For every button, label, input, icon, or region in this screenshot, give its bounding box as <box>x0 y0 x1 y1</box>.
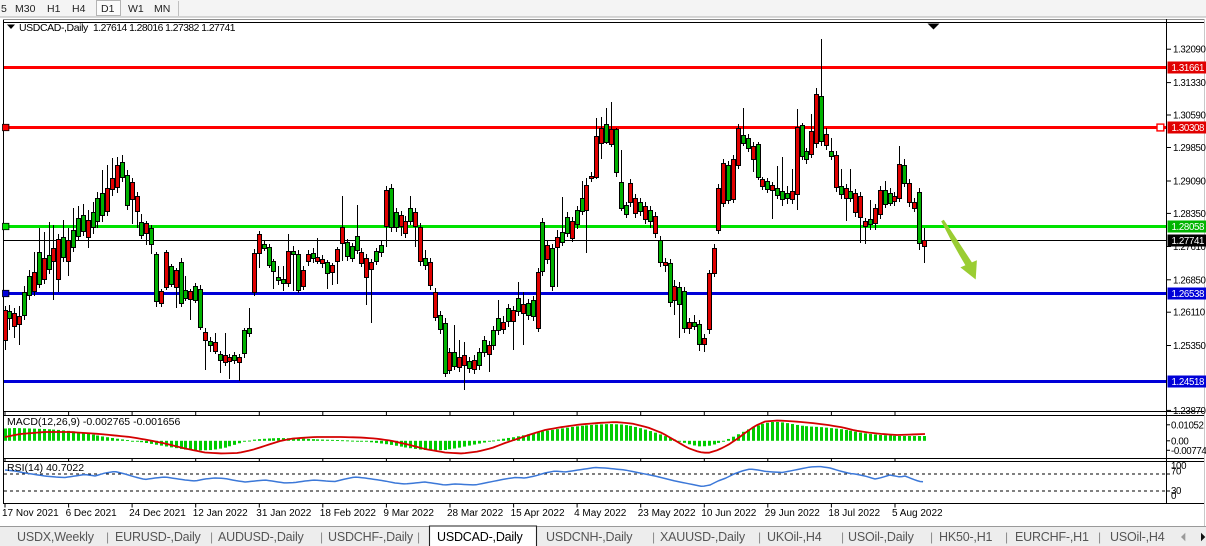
svg-text:H1: H1 <box>47 3 61 15</box>
svg-text:24 Dec 2021: 24 Dec 2021 <box>129 508 186 519</box>
svg-text:1.27614 1.28016 1.27382 1.2774: 1.27614 1.28016 1.27382 1.27741 <box>93 23 236 34</box>
svg-text:|: | <box>210 530 213 544</box>
svg-text:1.25350: 1.25350 <box>1173 341 1206 352</box>
svg-text:1.30308: 1.30308 <box>1172 123 1205 134</box>
svg-text:-0.00774: -0.00774 <box>1171 446 1206 457</box>
svg-text:18 Feb 2022: 18 Feb 2022 <box>320 508 377 519</box>
svg-text:30: 30 <box>1171 486 1182 497</box>
svg-text:6 Dec 2021: 6 Dec 2021 <box>66 508 118 519</box>
svg-text:|: | <box>106 530 109 544</box>
svg-text:1.26110: 1.26110 <box>1173 308 1206 319</box>
svg-text:1.28058: 1.28058 <box>1172 222 1205 233</box>
svg-text:70: 70 <box>1171 467 1182 478</box>
svg-text:|: | <box>320 530 323 544</box>
svg-text:1.26850: 1.26850 <box>1173 275 1206 286</box>
svg-text:29 Jun 2022: 29 Jun 2022 <box>765 508 820 519</box>
svg-text:USDCNH-,Daily: USDCNH-,Daily <box>546 530 633 544</box>
svg-text:28 Mar 2022: 28 Mar 2022 <box>447 508 504 519</box>
svg-text:|: | <box>417 530 420 544</box>
svg-text:5: 5 <box>1 3 7 15</box>
svg-text:HK50-,H1: HK50-,H1 <box>939 530 993 544</box>
svg-text:1.27610: 1.27610 <box>1173 242 1206 253</box>
svg-text:1.23870: 1.23870 <box>1173 406 1206 417</box>
svg-text:USOil-,H4: USOil-,H4 <box>1110 530 1165 544</box>
svg-text:1.32090: 1.32090 <box>1173 45 1206 56</box>
svg-text:31 Jan 2022: 31 Jan 2022 <box>256 508 311 519</box>
svg-text:17 Nov 2021: 17 Nov 2021 <box>2 508 59 519</box>
svg-text:EURUSD-,Daily: EURUSD-,Daily <box>115 530 202 544</box>
svg-text:0: 0 <box>1171 491 1177 502</box>
svg-text:|: | <box>758 530 761 544</box>
svg-text:1.29090: 1.29090 <box>1173 177 1206 188</box>
svg-text:EURCHF-,H1: EURCHF-,H1 <box>1015 530 1089 544</box>
svg-text:1.31661: 1.31661 <box>1172 63 1205 74</box>
svg-text:W1: W1 <box>128 3 144 15</box>
svg-text:|: | <box>1005 530 1008 544</box>
svg-text:1.29850: 1.29850 <box>1173 143 1206 154</box>
svg-text:MN: MN <box>154 3 170 15</box>
svg-text:RSI(14) 40.7022: RSI(14) 40.7022 <box>7 462 84 474</box>
svg-text:1.28350: 1.28350 <box>1173 209 1206 220</box>
svg-text:H4: H4 <box>72 3 86 15</box>
svg-text:AUDUSD-,Daily: AUDUSD-,Daily <box>218 530 305 544</box>
svg-text:USDCAD-,Daily: USDCAD-,Daily <box>19 22 89 34</box>
svg-text:USOil-,Daily: USOil-,Daily <box>848 530 915 544</box>
svg-text:M30: M30 <box>15 3 36 15</box>
svg-text:|: | <box>930 530 933 544</box>
svg-text:UKOil-,H4: UKOil-,H4 <box>767 530 822 544</box>
svg-text:USDCAD-,Daily: USDCAD-,Daily <box>437 530 524 544</box>
svg-text:1.26538: 1.26538 <box>1172 289 1205 300</box>
svg-text:5 Aug 2022: 5 Aug 2022 <box>892 508 943 519</box>
svg-text:12 Jan 2022: 12 Jan 2022 <box>193 508 248 519</box>
svg-text:0.00: 0.00 <box>1171 436 1189 447</box>
svg-text:1.27741: 1.27741 <box>1172 236 1205 247</box>
svg-text:15 Apr 2022: 15 Apr 2022 <box>511 508 565 519</box>
svg-text:USDX,Weekly: USDX,Weekly <box>17 530 95 544</box>
svg-text:|: | <box>841 530 844 544</box>
svg-text:10 Jun 2022: 10 Jun 2022 <box>701 508 756 519</box>
svg-text:100: 100 <box>1171 461 1187 472</box>
svg-text:XAUUSD-,Daily: XAUUSD-,Daily <box>660 530 746 544</box>
svg-text:D1: D1 <box>101 3 115 15</box>
svg-text:USDCHF-,Daily: USDCHF-,Daily <box>328 530 414 544</box>
svg-text:4 May 2022: 4 May 2022 <box>574 508 627 519</box>
svg-text:9 Mar 2022: 9 Mar 2022 <box>383 508 434 519</box>
svg-text:1.31330: 1.31330 <box>1173 78 1206 89</box>
svg-text:|: | <box>1098 530 1101 544</box>
svg-text:23 May 2022: 23 May 2022 <box>638 508 696 519</box>
svg-text:|: | <box>652 530 655 544</box>
svg-text:MACD(12,26,9) -0.002765 -0.001: MACD(12,26,9) -0.002765 -0.001656 <box>7 416 181 428</box>
svg-text:1.30590: 1.30590 <box>1173 111 1206 122</box>
svg-text:18 Jul 2022: 18 Jul 2022 <box>828 508 880 519</box>
svg-text:1.24518: 1.24518 <box>1172 377 1205 388</box>
svg-text:0.01052: 0.01052 <box>1171 420 1204 431</box>
